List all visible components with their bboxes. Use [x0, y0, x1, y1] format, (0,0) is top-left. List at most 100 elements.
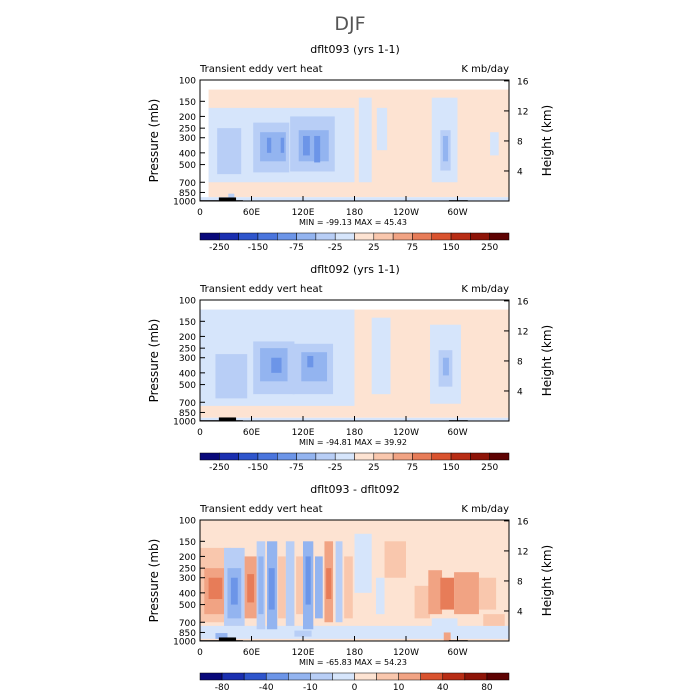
colorbar-swatch [243, 672, 267, 681]
contour-cell [258, 556, 264, 615]
contour-cell [354, 533, 372, 593]
contour-cell [271, 357, 282, 373]
panel-2: dflt092 (yrs 1-1) Transient eddy vert hea… [147, 263, 554, 473]
contour-cell [358, 97, 372, 183]
colorbar-label: 75 [407, 243, 418, 253]
colorbar-swatch [354, 452, 375, 461]
min-max-label: MIN = -65.83 MAX = 54.23 [299, 658, 407, 667]
y-tick-label: 300 [179, 354, 196, 364]
y-tick-label: 850 [179, 629, 196, 639]
colorbar-label: -25 [328, 463, 343, 473]
colorbar-label: 0 [352, 683, 358, 693]
colorbar-label: -250 [209, 463, 230, 473]
colorbar-label: -75 [289, 243, 304, 253]
colorbar-label: -25 [328, 243, 343, 253]
panel-3: dflt093 - dflt092 Transient eddy vert hea… [147, 483, 554, 693]
colorbar-swatch [398, 672, 421, 681]
colorbar-label: 80 [481, 683, 493, 693]
y-tick-label: 250 [179, 565, 196, 575]
colorbar-swatch [332, 672, 355, 681]
colorbar-swatch [470, 232, 490, 241]
colorbar-swatch [442, 672, 466, 681]
colorbar-label: -150 [248, 243, 269, 253]
panel-units-label: K mb/day [461, 284, 509, 295]
x-tick-label: 120W [393, 208, 419, 218]
y2-tick-label: 16 [517, 517, 529, 527]
contour-cell [314, 135, 321, 163]
x-tick-label: 120E [292, 208, 315, 218]
y2-tick-label: 8 [517, 577, 523, 587]
panel-title: dflt093 - dflt092 [310, 483, 399, 496]
x-tick-label: 0 [197, 428, 203, 438]
colorbar-label: 40 [437, 683, 449, 693]
contour-cell [335, 541, 343, 623]
colorbar-label: -80 [215, 683, 230, 693]
contour-cell [442, 357, 449, 376]
contour-cell [454, 572, 479, 615]
colorbar-swatch [392, 232, 413, 241]
y2-tick-label: 4 [517, 167, 523, 177]
colorbar-swatch [199, 672, 223, 681]
y-tick-label: 100 [179, 517, 196, 527]
contour-cell [371, 317, 391, 395]
contour-cell [215, 354, 248, 399]
y-tick-label: 700 [179, 179, 196, 189]
contour-cell [483, 614, 505, 626]
contour-cell [280, 137, 285, 153]
topography-mask [218, 197, 237, 201]
panel-left-label: Transient eddy vert heat [199, 284, 323, 295]
panel-units-label: K mb/day [461, 64, 509, 75]
colorbar-label: 150 [442, 463, 459, 473]
y2-tick-label: 12 [517, 107, 528, 117]
y-tick-label: 400 [179, 589, 196, 599]
y-axis-label: Pressure (mb) [147, 539, 161, 623]
min-max-label: MIN = -94.81 MAX = 39.92 [299, 438, 407, 447]
y2-axis-label: Height (km) [540, 545, 554, 616]
panel-title: dflt093 (yrs 1-1) [310, 43, 400, 56]
colorbar-swatch [296, 232, 317, 241]
colorbar-swatch [310, 672, 333, 681]
panel-title: dflt092 (yrs 1-1) [310, 263, 400, 276]
colorbar-swatch [219, 232, 239, 241]
y-tick-label: 1000 [173, 638, 196, 648]
colorbar-swatch [221, 672, 245, 681]
x-tick-label: 120W [393, 648, 419, 658]
colorbar-swatch [199, 232, 220, 241]
contour-cell [375, 577, 385, 615]
x-tick-label: 60E [243, 428, 260, 438]
y-tick-label: 400 [179, 149, 196, 159]
x-tick-label: 120W [393, 428, 419, 438]
y-tick-label: 500 [179, 381, 196, 391]
y-tick-label: 300 [179, 574, 196, 584]
colorbar-swatch [265, 672, 289, 681]
colorbar-label: 75 [407, 463, 418, 473]
colorbar-swatch [354, 672, 377, 681]
colorbar-label: 250 [481, 463, 498, 473]
colorbar-swatch [277, 232, 297, 241]
y2-tick-label: 4 [517, 387, 523, 397]
y2-tick-label: 16 [517, 77, 529, 87]
y2-axis-label: Height (km) [540, 325, 554, 396]
colorbar-swatch [219, 452, 239, 461]
colorbar-swatch [315, 232, 336, 241]
colorbar-swatch [373, 232, 394, 241]
contour-cell [442, 135, 449, 162]
colorbar-label: 25 [368, 243, 379, 253]
colorbar-swatch [450, 452, 471, 461]
y2-tick-label: 4 [517, 607, 523, 617]
contour-cell [431, 618, 458, 630]
y-tick-label: 500 [179, 161, 196, 171]
x-tick-label: 60W [447, 428, 467, 438]
colorbar-swatch [470, 452, 490, 461]
contour-cell [285, 541, 295, 626]
y-tick-label: 250 [179, 125, 196, 135]
y2-tick-label: 8 [517, 137, 523, 147]
colorbar-swatch [392, 452, 413, 461]
y-tick-label: 700 [179, 399, 196, 409]
y-tick-label: 200 [179, 553, 196, 563]
colorbar-swatch [354, 232, 375, 241]
colorbar-swatch [431, 232, 452, 241]
y-tick-label: 200 [179, 113, 196, 123]
colorbar-label: -250 [209, 243, 230, 253]
contour-cell [217, 128, 242, 175]
